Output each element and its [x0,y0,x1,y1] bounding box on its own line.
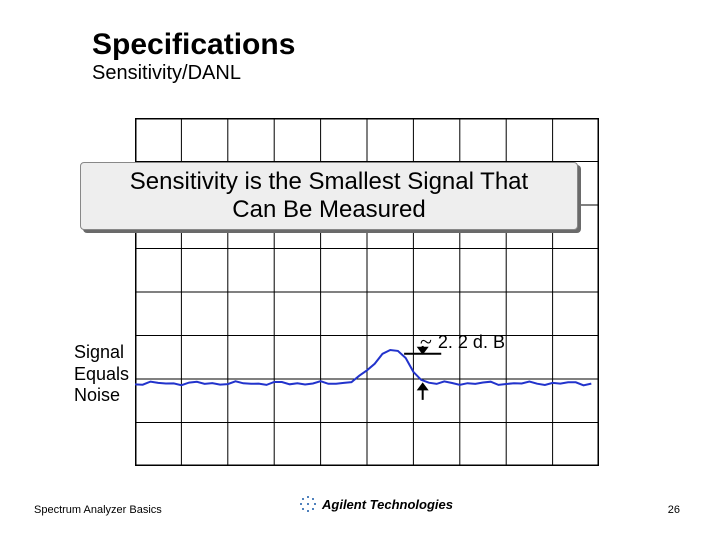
db-label: 2. 2 d. B [438,332,505,353]
page-number: 26 [668,504,680,516]
page-subtitle: Sensitivity/DANL [92,62,241,85]
logo-text: Agilent Technologies [322,497,453,512]
callout-line1: Sensitivity is the Smallest Signal That [89,168,569,196]
logo: Agilent Technologies [300,496,453,512]
db-label-wrap: ~ 2. 2 d. B [420,332,505,353]
logo-spark-icon [300,496,316,512]
footer-left: Spectrum Analyzer Basics [34,504,162,516]
slide: Specifications Sensitivity/DANL Sensitiv… [0,0,720,540]
signal-equals-noise-label: SignalEqualsNoise [74,342,129,407]
callout-box: Sensitivity is the Smallest Signal That … [80,162,578,230]
page-title: Specifications [92,28,295,62]
callout-line2: Can Be Measured [89,196,569,224]
